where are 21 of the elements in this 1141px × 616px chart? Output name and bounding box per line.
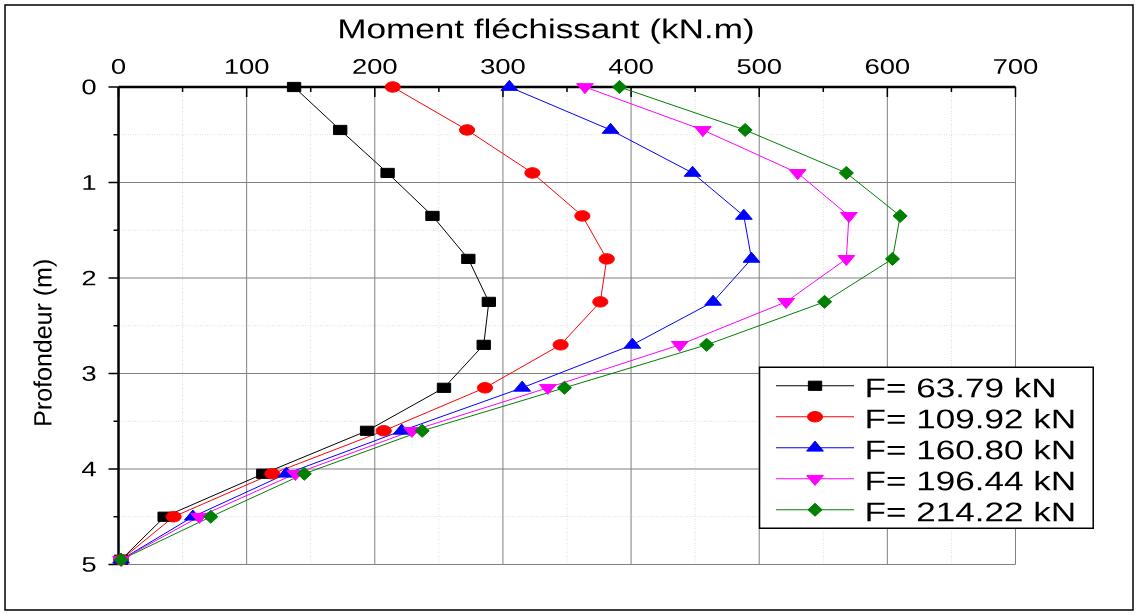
y-tick-label: 0	[82, 79, 96, 95]
x-axis-title: Moment fléchissant (kN.m)	[340, 18, 753, 44]
y-axis-title: Profondeur (m)	[33, 260, 57, 425]
y-tick-label: 2	[82, 270, 96, 286]
x-tick-label: 100	[225, 59, 269, 74]
x-tick-label: 500	[737, 59, 781, 74]
x-tick-label: 200	[353, 59, 397, 74]
y-tick-label: 3	[82, 366, 96, 381]
legend-label: F= 63.79 kN	[867, 377, 1054, 398]
y-tick-label: 5	[82, 557, 96, 572]
y-tick-label: 4	[82, 461, 96, 477]
x-tick-label: 300	[481, 59, 525, 74]
x-tick-label: 600	[865, 59, 910, 74]
x-tick-label: 400	[608, 59, 653, 74]
legend-label: F= 160.80 kN	[867, 439, 1074, 460]
x-tick-label: 700	[994, 59, 1038, 74]
y-tick-label: 1	[83, 175, 96, 190]
legend-label: F= 196.44 kN	[867, 470, 1074, 491]
legend-label: F= 214.22 kN	[867, 501, 1074, 522]
legend-label: F= 109.92 kN	[867, 408, 1074, 429]
x-tick-label: 0	[111, 59, 126, 74]
